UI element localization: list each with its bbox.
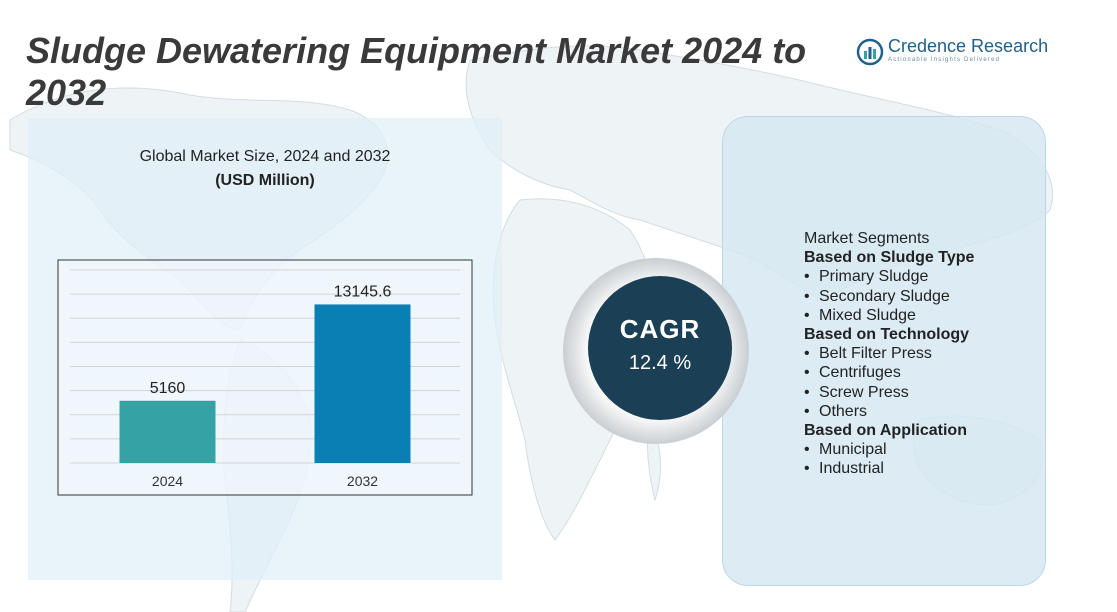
page-title: Sludge Dewatering Equipment Market 2024 …: [26, 30, 807, 113]
x-tick-label-2024: 2024: [152, 473, 183, 489]
chart-unit-label: (USD Million): [215, 172, 315, 189]
segment-item: • Screw Press: [804, 383, 909, 401]
chart-header: Global Market Size, 2024 and 2032 (USD M…: [28, 146, 502, 194]
segment-item-label: Municipal: [819, 441, 887, 459]
x-tick-label-2032: 2032: [347, 473, 378, 489]
data-label-2032: 13145.6: [334, 283, 392, 300]
segment-item: • Others: [804, 402, 868, 420]
cagr-value: 12.4 %: [628, 352, 692, 374]
segment-item: • Mixed Sludge: [804, 306, 916, 324]
segment-item: • Belt Filter Press: [804, 345, 932, 363]
segments-heading: Market Segments: [804, 230, 930, 247]
segment-item-label: Industrial: [819, 460, 884, 478]
chart-panel: [28, 118, 502, 580]
segment-item: • Secondary Sludge: [804, 287, 950, 305]
segments-panel: [722, 116, 1046, 586]
segment-item: • Municipal: [804, 441, 887, 459]
segment-item: • Industrial: [804, 460, 884, 478]
cagr-label: CAGR: [619, 314, 701, 344]
market-segments-list: Market Segments Based on Sludge Type • Pr…: [804, 229, 1044, 479]
logo: Credence Research Actionable Insights De…: [856, 36, 1056, 70]
chart-bars: [119, 304, 411, 463]
segment-item: • Centrifuges: [804, 364, 901, 382]
bar-2024: [119, 400, 216, 463]
segment-group-title: Based on Application: [804, 422, 967, 440]
segment-item-label: Others: [819, 402, 868, 420]
segment-group-title: Based on Technology: [804, 326, 970, 344]
segment-item: • Primary Sludge: [804, 268, 929, 286]
segment-item-label: Mixed Sludge: [819, 306, 916, 324]
chart-labels: 5160 2024 13145.6 2032: [150, 283, 392, 489]
logo-icon: [856, 38, 884, 66]
logo-tagline: Actionable Insights Delivered: [888, 57, 1001, 63]
segment-item-label: Secondary Sludge: [819, 287, 950, 305]
chart-subtitle: Global Market Size, 2024 and 2032: [139, 148, 391, 165]
cagr-badge: [563, 258, 749, 444]
segment-item-label: Primary Sludge: [819, 268, 929, 286]
data-label-2024: 5160: [150, 380, 186, 397]
segment-item-label: Centrifuges: [819, 364, 901, 382]
bar-2032: [314, 304, 411, 463]
segment-item-label: Belt Filter Press: [819, 345, 932, 363]
cagr-circle: [588, 276, 732, 420]
logo-name: Credence Research: [888, 36, 1049, 56]
segment-item-label: Screw Press: [819, 383, 909, 401]
segment-group-title: Based on Sludge Type: [804, 249, 975, 267]
